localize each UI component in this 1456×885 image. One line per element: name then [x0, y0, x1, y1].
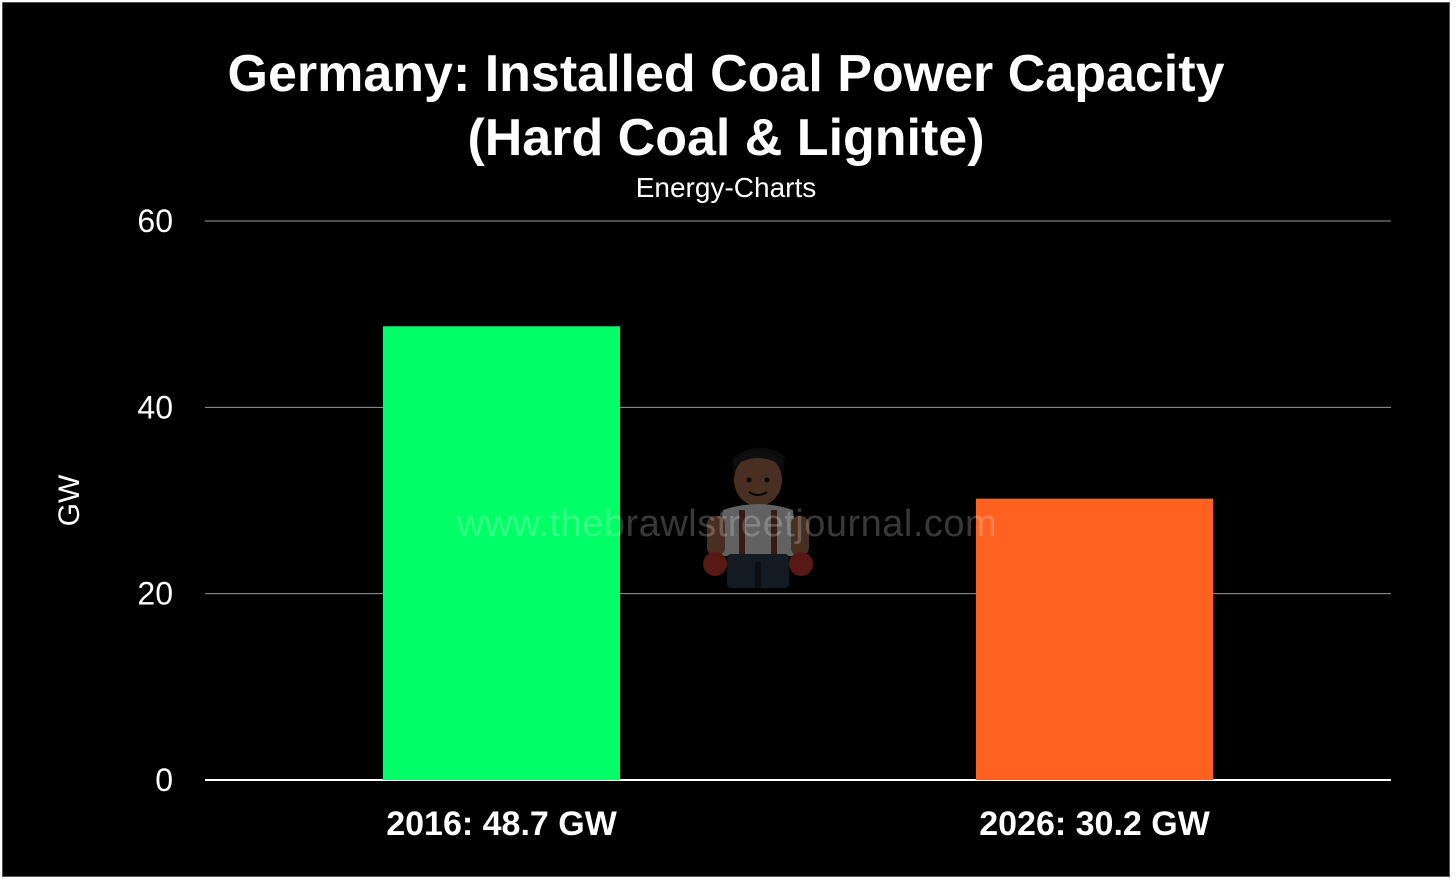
chart-subtitle: Energy-Charts	[635, 172, 817, 203]
y-axis-label: GW	[53, 474, 86, 526]
category-label-0: 2016: 48.7 GW	[386, 805, 617, 843]
chart-title-line-2: (Hard Coal & Lignite)	[467, 109, 985, 167]
y-tick-label-0: 0	[155, 762, 173, 798]
watermark-text: www.thebrawlstreetjournal.com	[456, 503, 998, 545]
y-tick-label-60: 60	[137, 203, 173, 239]
y-tick-label-20: 20	[137, 576, 173, 612]
bar-0	[382, 326, 621, 780]
chart-title-line-1: Germany: Installed Coal Power Capacity	[227, 45, 1225, 103]
bar-chart: 0 20 40 60 2016: 48.7 GW 2026: 30.2 GW GW	[53, 203, 1391, 843]
mascot-watermark-icon	[703, 447, 813, 588]
bar-1	[975, 498, 1214, 780]
y-tick-label-40: 40	[137, 389, 173, 425]
category-label-1: 2026: 30.2 GW	[979, 805, 1210, 843]
